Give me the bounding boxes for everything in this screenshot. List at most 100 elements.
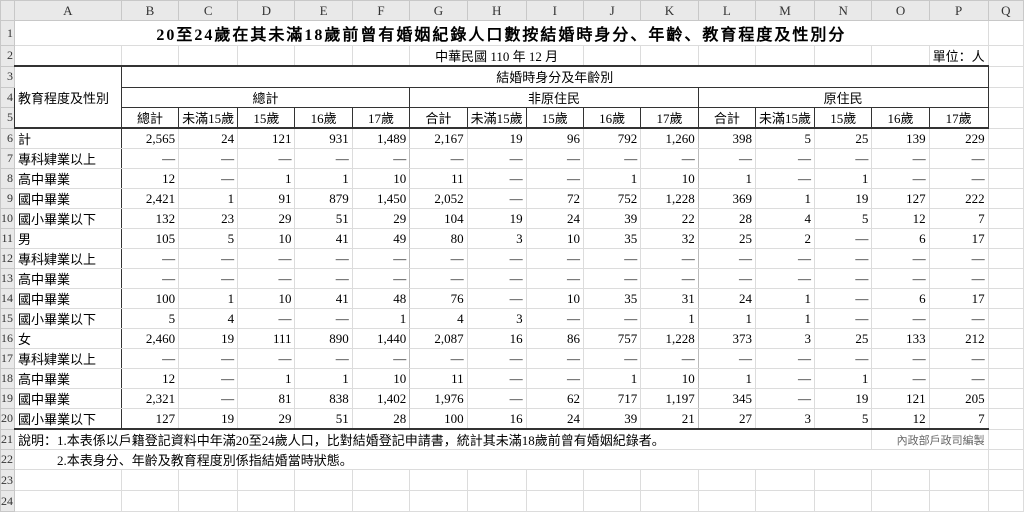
data-cell[interactable]: 3 bbox=[466, 228, 527, 249]
data-cell[interactable]: 4 bbox=[755, 208, 816, 229]
group-header[interactable]: 非原住民 bbox=[409, 86, 699, 108]
data-cell[interactable]: 121 bbox=[871, 388, 930, 409]
cell[interactable] bbox=[987, 268, 1024, 289]
subcolumn-header[interactable]: 15歲 bbox=[814, 106, 873, 129]
data-cell[interactable]: — bbox=[466, 368, 527, 389]
subcolumn-header[interactable]: 15歲 bbox=[525, 106, 584, 129]
data-cell[interactable]: — bbox=[525, 348, 584, 369]
data-cell[interactable]: — bbox=[928, 168, 989, 189]
data-cell[interactable]: 792 bbox=[582, 127, 642, 149]
data-cell[interactable]: 111 bbox=[237, 328, 296, 349]
data-cell[interactable]: 10 bbox=[237, 288, 296, 309]
data-cell[interactable]: — bbox=[294, 268, 353, 289]
data-cell[interactable]: 1 bbox=[755, 188, 816, 209]
row-label[interactable]: 國小畢業以下 bbox=[14, 308, 122, 329]
cell[interactable] bbox=[237, 45, 296, 67]
data-cell[interactable]: 2 bbox=[755, 228, 816, 249]
row-label[interactable]: 國中畢業 bbox=[14, 388, 122, 409]
data-cell[interactable]: — bbox=[582, 248, 642, 269]
data-cell[interactable]: 86 bbox=[525, 328, 584, 349]
note-2[interactable]: 2.本表身分、年齡及教育程度別係指結婚當時狀態。 bbox=[14, 449, 989, 470]
data-cell[interactable]: 717 bbox=[582, 388, 642, 409]
data-cell[interactable]: 28 bbox=[351, 408, 411, 430]
cell[interactable] bbox=[582, 45, 642, 67]
data-cell[interactable]: 62 bbox=[525, 388, 584, 409]
cell[interactable] bbox=[987, 106, 1024, 129]
data-cell[interactable]: 1,440 bbox=[351, 328, 411, 349]
data-cell[interactable]: — bbox=[814, 148, 873, 169]
data-cell[interactable]: 31 bbox=[640, 288, 699, 309]
cell[interactable] bbox=[987, 368, 1024, 389]
data-cell[interactable]: — bbox=[871, 148, 930, 169]
data-cell[interactable]: 28 bbox=[697, 208, 757, 229]
row-label[interactable]: 國中畢業 bbox=[14, 288, 122, 309]
row-number-header[interactable]: 5 bbox=[0, 106, 15, 129]
cell[interactable] bbox=[987, 248, 1024, 269]
cell[interactable] bbox=[697, 490, 757, 512]
cell[interactable] bbox=[928, 469, 989, 491]
data-cell[interactable]: — bbox=[814, 348, 873, 369]
data-cell[interactable]: 91 bbox=[237, 188, 296, 209]
data-cell[interactable]: — bbox=[466, 168, 527, 189]
subcolumn-header[interactable]: 合計 bbox=[697, 106, 757, 129]
data-cell[interactable]: 49 bbox=[351, 228, 411, 249]
subcolumn-header[interactable]: 總計 bbox=[120, 106, 180, 129]
cell[interactable] bbox=[987, 449, 1024, 470]
data-cell[interactable]: — bbox=[409, 148, 468, 169]
cell[interactable] bbox=[814, 490, 873, 512]
data-cell[interactable]: — bbox=[466, 268, 527, 289]
cell[interactable] bbox=[987, 388, 1024, 409]
data-cell[interactable]: 23 bbox=[178, 208, 239, 229]
row-label[interactable]: 女 bbox=[14, 328, 122, 349]
data-cell[interactable]: 1 bbox=[697, 308, 757, 329]
row-label[interactable]: 專科肄業以上 bbox=[14, 248, 122, 269]
cell[interactable] bbox=[14, 45, 122, 67]
data-cell[interactable]: 100 bbox=[120, 288, 180, 309]
column-header-F[interactable]: F bbox=[351, 0, 411, 21]
cell[interactable] bbox=[178, 45, 239, 67]
data-cell[interactable]: — bbox=[466, 288, 527, 309]
data-cell[interactable]: — bbox=[814, 288, 873, 309]
data-cell[interactable]: 27 bbox=[697, 408, 757, 430]
column-header-N[interactable]: N bbox=[814, 0, 873, 21]
data-cell[interactable]: — bbox=[237, 308, 296, 329]
data-cell[interactable]: — bbox=[755, 348, 816, 369]
data-cell[interactable]: 1,976 bbox=[409, 388, 468, 409]
data-cell[interactable]: — bbox=[178, 268, 239, 289]
row-number-header[interactable]: 22 bbox=[0, 449, 15, 470]
data-cell[interactable]: 81 bbox=[237, 388, 296, 409]
cell[interactable] bbox=[987, 308, 1024, 329]
cell[interactable] bbox=[640, 490, 699, 512]
cell[interactable] bbox=[14, 469, 122, 491]
data-cell[interactable]: 757 bbox=[582, 328, 642, 349]
subcolumn-header[interactable]: 未滿15歲 bbox=[178, 106, 239, 129]
data-cell[interactable]: 1 bbox=[697, 368, 757, 389]
data-cell[interactable]: 1 bbox=[294, 368, 353, 389]
data-cell[interactable]: 212 bbox=[928, 328, 989, 349]
data-cell[interactable]: 5 bbox=[814, 408, 873, 430]
data-cell[interactable]: — bbox=[928, 248, 989, 269]
data-cell[interactable]: 21 bbox=[640, 408, 699, 430]
data-cell[interactable]: — bbox=[409, 248, 468, 269]
column-header-Q[interactable]: Q bbox=[987, 0, 1024, 21]
data-cell[interactable]: 2,087 bbox=[409, 328, 468, 349]
data-cell[interactable]: 2,565 bbox=[120, 127, 180, 149]
data-cell[interactable]: 12 bbox=[120, 368, 180, 389]
data-cell[interactable]: 10 bbox=[640, 368, 699, 389]
data-cell[interactable]: — bbox=[755, 148, 816, 169]
data-cell[interactable]: 1 bbox=[755, 308, 816, 329]
data-cell[interactable]: 16 bbox=[466, 328, 527, 349]
row-label[interactable]: 專科肄業以上 bbox=[14, 148, 122, 169]
cell[interactable] bbox=[351, 45, 411, 67]
data-cell[interactable]: 222 bbox=[928, 188, 989, 209]
data-cell[interactable]: 7 bbox=[928, 408, 989, 430]
row-label[interactable]: 國中畢業 bbox=[14, 188, 122, 209]
subcolumn-header[interactable]: 未滿15歲 bbox=[755, 106, 816, 129]
data-cell[interactable]: — bbox=[928, 348, 989, 369]
column-header-O[interactable]: O bbox=[871, 0, 930, 21]
data-cell[interactable]: 1,228 bbox=[640, 188, 699, 209]
row-number-header[interactable]: 2 bbox=[0, 45, 15, 67]
data-cell[interactable]: — bbox=[814, 228, 873, 249]
note-1[interactable]: 說明：1.本表係以戶籍登記資料中年滿20至24歲人口，比對結婚登記申請書，統計其… bbox=[13, 428, 873, 450]
